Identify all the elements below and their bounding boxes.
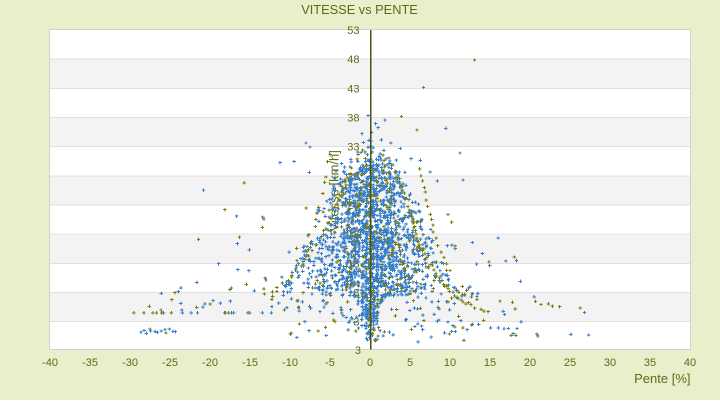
svg-text:48: 48 [347, 54, 359, 66]
svg-text:-5: -5 [325, 357, 335, 369]
svg-text:-15: -15 [242, 357, 258, 369]
svg-text:VITESSE vs PENTE: VITESSE vs PENTE [301, 2, 418, 17]
svg-text:-30: -30 [122, 357, 138, 369]
svg-text:-40: -40 [42, 357, 58, 369]
svg-text:3: 3 [355, 345, 361, 357]
svg-text:20: 20 [524, 357, 536, 369]
svg-text:40: 40 [684, 357, 696, 369]
svg-text:35: 35 [644, 357, 656, 369]
svg-text:25: 25 [564, 357, 576, 369]
svg-text:3: 3 [353, 317, 359, 329]
svg-text:-20: -20 [202, 357, 218, 369]
svg-text:30: 30 [604, 357, 616, 369]
svg-text:-35: -35 [82, 357, 98, 369]
svg-text:8: 8 [353, 287, 359, 299]
svg-text:33: 33 [347, 142, 359, 154]
svg-text:5: 5 [407, 357, 413, 369]
svg-text:-25: -25 [162, 357, 178, 369]
svg-text:43: 43 [347, 83, 359, 95]
svg-text:15: 15 [484, 357, 496, 369]
svg-text:Pente [%]: Pente [%] [634, 371, 690, 386]
svg-text:38: 38 [347, 113, 359, 125]
svg-text:0: 0 [367, 357, 373, 369]
svg-text:53: 53 [347, 25, 359, 37]
svg-text:-10: -10 [282, 357, 298, 369]
svg-text:10: 10 [444, 357, 456, 369]
